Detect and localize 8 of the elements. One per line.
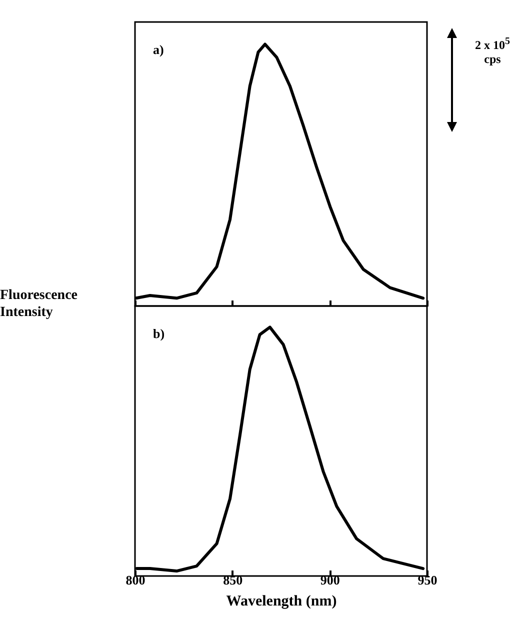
chart-title: b) <box>153 326 165 341</box>
y-axis-title: Fluorescence Intensity <box>0 287 78 321</box>
x-tick-label: 900 <box>320 572 340 588</box>
chart-title: a) <box>153 42 164 57</box>
x-tick-label: 950 <box>418 572 438 588</box>
text: 2 x 10$^{5}$ cps <box>474 35 511 66</box>
x-axis-title: Wavelength (nm) <box>226 594 337 610</box>
x-tick-label: 800 <box>126 572 146 588</box>
